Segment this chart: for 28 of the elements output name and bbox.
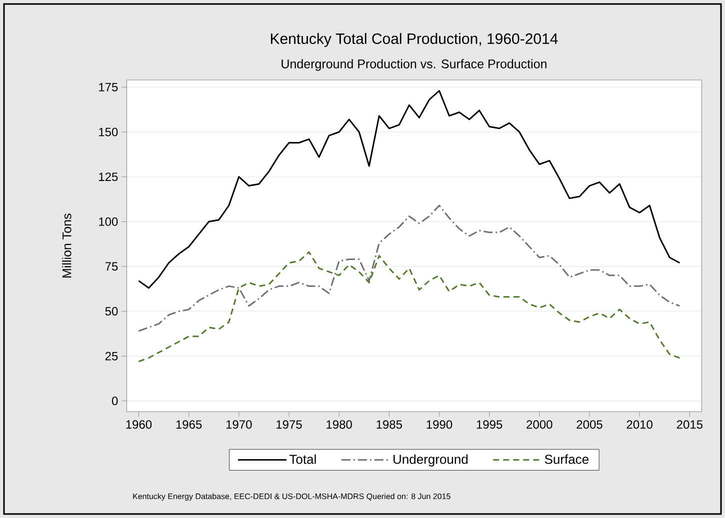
x-tick-label: 1990 [426,420,452,429]
y-tick-label: 125 [99,172,118,182]
x-tick-label: 2015 [676,420,703,429]
y-tick-label: 100 [99,217,118,226]
y-tick-label: 0 [112,396,118,406]
x-tick-label: 1995 [476,420,502,429]
y-tick-label: 150 [99,128,118,136]
x-tick-label: 2010 [626,420,652,429]
y-tick-label: 25 [105,352,118,360]
x-tick-label: 1975 [276,420,302,429]
x-tick-label: 1960 [126,420,152,429]
legend-label: Surface [544,454,588,464]
line-series [138,90,680,289]
y-tick-label: 75 [105,262,118,271]
x-tick-label: 1980 [326,420,352,429]
x-tick-label: 1985 [376,420,402,429]
legend-label: Underground [394,454,468,466]
chart-title: Kentucky Total Coal Production, 1960-2014 [270,32,558,47]
x-tick-label: 2000 [526,420,552,429]
x-tick-label: 1970 [226,420,252,429]
y-tick-label: 175 [99,82,118,92]
y-tick-label: 50 [105,307,118,316]
y-axis-title: Million Tons [62,214,72,278]
legend-label: Total [289,454,316,464]
chart-subtitle: Underground Production vs. Surface Production [282,59,546,71]
x-tick-label: 1965 [176,420,202,429]
x-tick-label: 2005 [576,420,602,429]
text: Kentucky Energy Database, EEC-DEDI & US-DOL-MSHA-MDRS Queried on: 8 Jun 2015 [133,493,450,501]
